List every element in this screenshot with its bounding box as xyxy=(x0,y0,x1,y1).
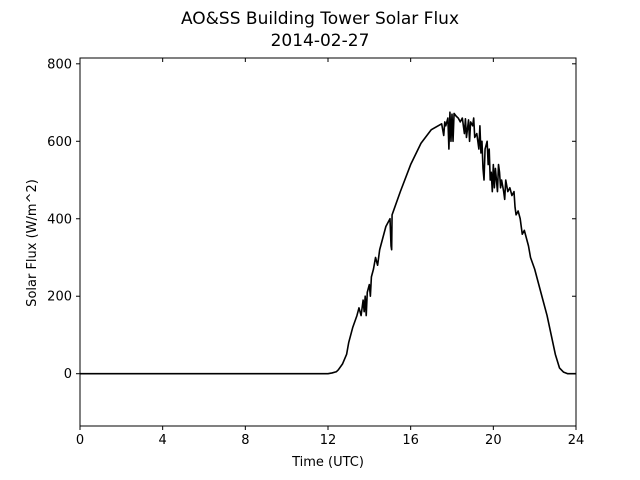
x-tick-label: 20 xyxy=(485,433,502,448)
x-tick-label: 0 xyxy=(76,433,84,448)
y-axis-label: Solar Flux (W/m^2) xyxy=(25,179,40,307)
x-tick-label: 16 xyxy=(402,433,419,448)
x-tick-label: 24 xyxy=(568,433,585,448)
y-tick-label: 0 xyxy=(64,367,72,382)
x-tick-label: 4 xyxy=(159,433,167,448)
x-tick-label: 8 xyxy=(241,433,249,448)
y-tick-label: 400 xyxy=(47,212,72,227)
y-tick-label: 200 xyxy=(47,290,72,305)
y-tick-label: 600 xyxy=(47,135,72,150)
axes: 0 4 8 12 16 20 24 0 200 400 600 800 xyxy=(47,57,584,448)
x-tick-label: 12 xyxy=(320,433,337,448)
chart-title: AO&SS Building Tower Solar Flux xyxy=(181,9,459,29)
plot-frame xyxy=(79,57,577,427)
series-line-0 xyxy=(80,111,576,375)
y-tick-label: 800 xyxy=(47,57,72,72)
x-axis-label: Time (UTC) xyxy=(291,455,364,470)
chart-subtitle: 2014-02-27 xyxy=(271,31,370,51)
plot-area xyxy=(80,111,576,375)
